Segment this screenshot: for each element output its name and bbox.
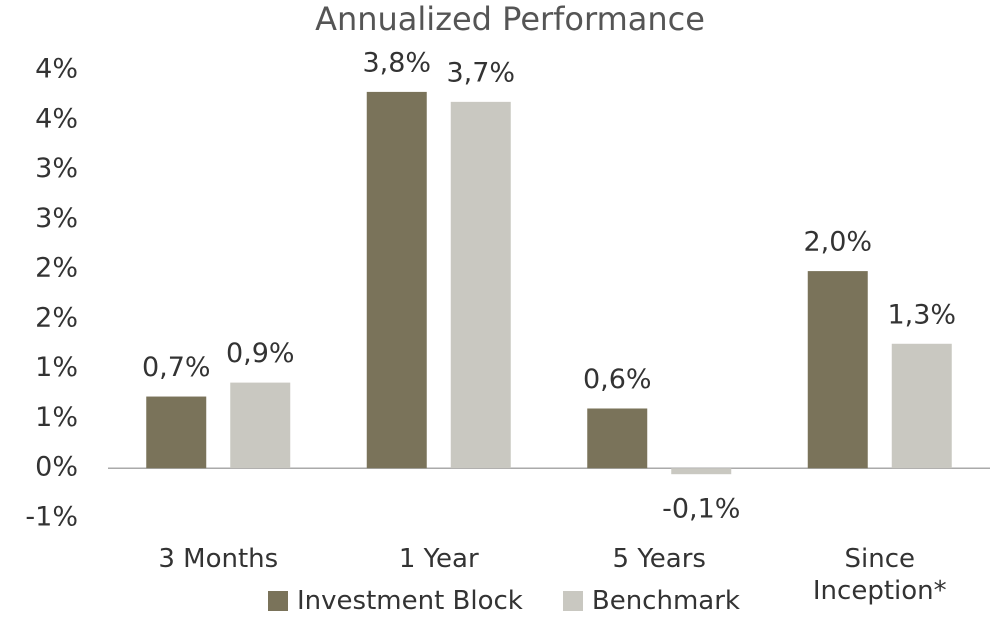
legend-item: Benchmark [562,586,740,616]
chart-title: Annualized Performance [315,0,705,38]
y-tick-label: 1% [35,402,78,433]
data-label: 1,3% [887,299,956,330]
data-label: 0,6% [583,364,652,395]
legend-swatch [268,591,288,611]
y-tick-label: 4% [35,103,78,134]
legend: Investment Block Benchmark [268,586,780,616]
bar [450,101,511,469]
data-label: -0,1% [662,494,740,525]
y-tick-label: 2% [35,253,78,284]
y-tick-label: 1% [35,352,78,383]
x-tick-label: 3 Months [158,544,279,574]
data-label: 3,7% [446,57,515,88]
y-tick-label: 3% [35,203,78,234]
y-tick-label: 0% [35,452,78,483]
bar [366,91,427,469]
y-tick-label: 2% [35,302,78,333]
bar [587,408,648,469]
data-label: 3,8% [362,47,431,78]
legend-label: Benchmark [591,586,740,616]
x-tick-label: 5 Years [612,544,706,574]
bar [891,343,952,469]
bar [230,382,291,469]
legend-swatch [562,591,583,611]
bar [146,396,207,469]
data-label: 0,9% [226,338,295,369]
bar [807,271,868,469]
y-tick-label: 4% [35,54,78,85]
data-label: 2,0% [803,227,872,258]
y-tick-label: -1% [25,502,78,533]
legend-item: Investment Block [268,586,523,616]
bar [671,468,732,475]
x-tick-label: Since Inception* [812,544,947,606]
y-tick-label: 3% [35,153,78,184]
legend-label: Investment Block [297,586,523,616]
x-tick-label: 1 Year [398,544,479,574]
data-label: 0,7% [142,352,211,383]
